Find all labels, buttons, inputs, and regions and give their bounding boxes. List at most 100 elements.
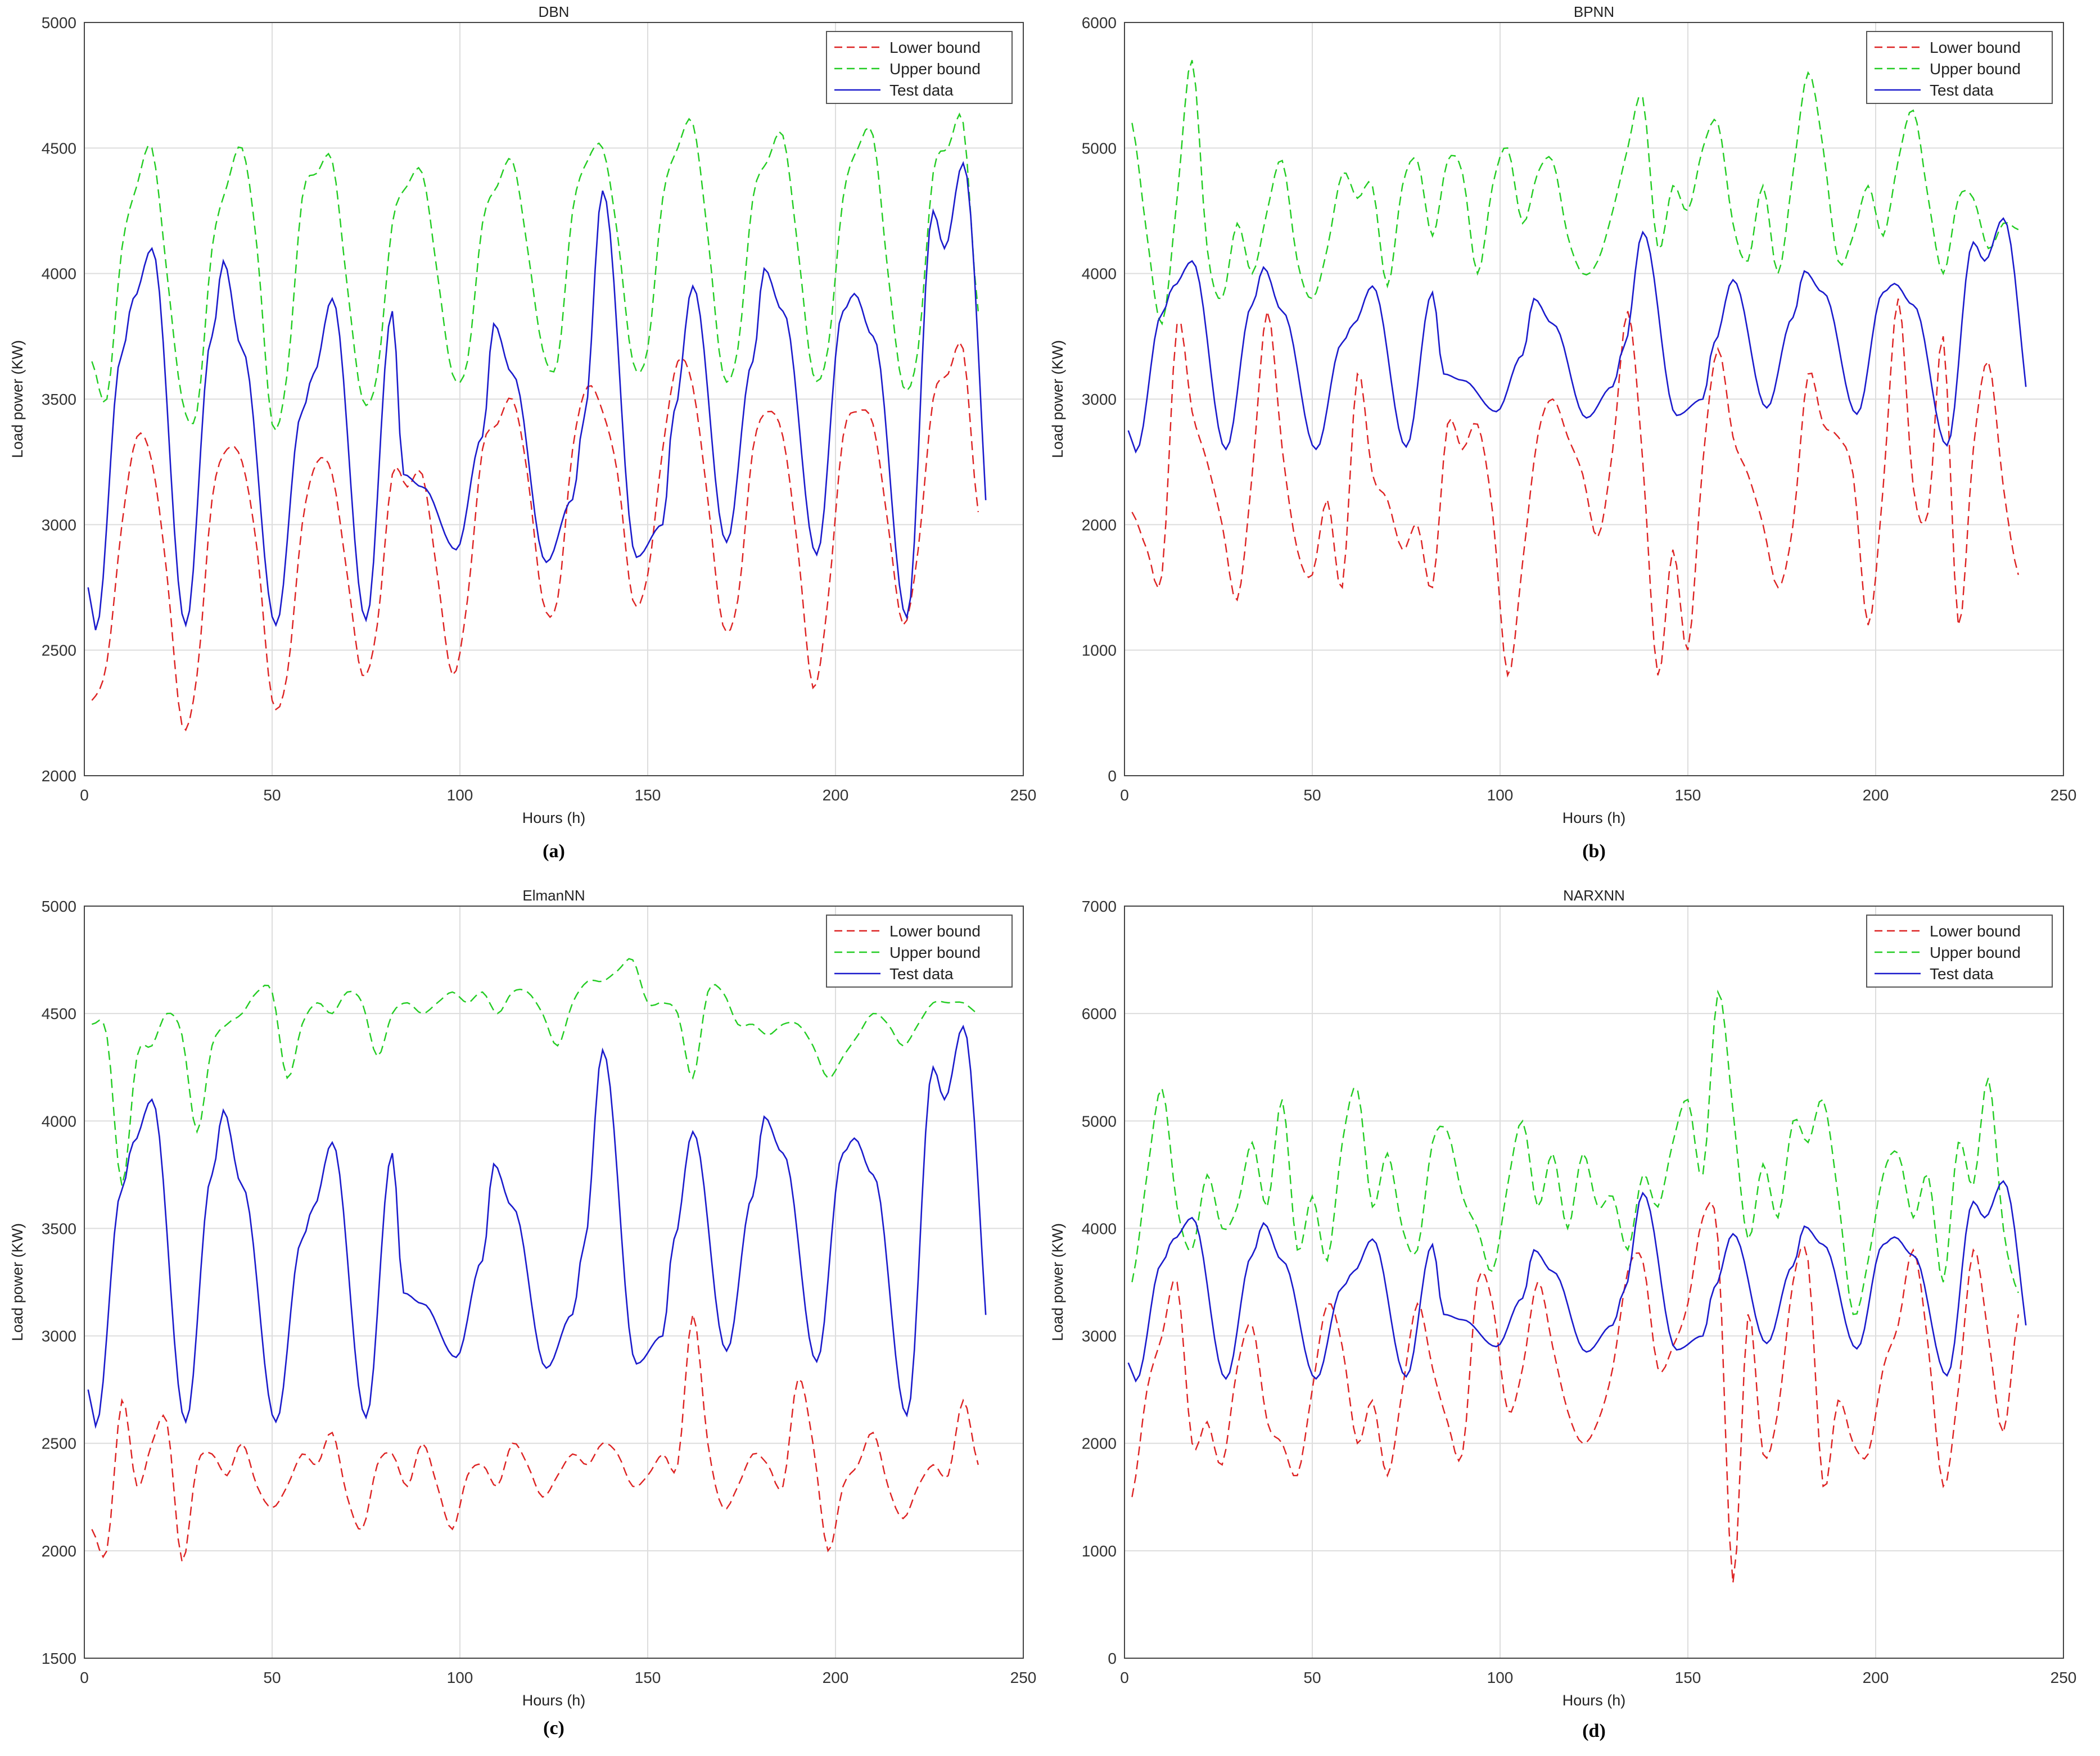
y-tick-label: 3000 xyxy=(1082,1328,1117,1345)
y-tick-label: 4500 xyxy=(42,1005,76,1022)
series-test-data xyxy=(87,1024,987,1429)
x-tick-label: 0 xyxy=(80,1669,89,1686)
y-axis-label: Load power (KW) xyxy=(1049,1223,1066,1341)
series-upper-bound xyxy=(1131,60,2019,326)
y-tick-label: 0 xyxy=(1108,1650,1117,1667)
x-tick-label: 0 xyxy=(1120,786,1129,804)
y-axis-label: Load power (KW) xyxy=(1049,340,1066,458)
y-tick-label: 5000 xyxy=(1082,139,1117,157)
x-tick-label: 150 xyxy=(1675,1669,1701,1686)
y-tick-label: 0 xyxy=(1108,767,1117,785)
x-axis-label: Hours (h) xyxy=(1562,1692,1626,1709)
x-tick-label: 150 xyxy=(635,1669,661,1686)
x-axis-label: Hours (h) xyxy=(522,809,586,826)
legend: Lower bound Upper bound Test data xyxy=(826,31,1013,104)
y-tick-label: 3000 xyxy=(42,1328,76,1345)
x-tick-label: 250 xyxy=(2051,786,2077,804)
plot-frame xyxy=(84,22,1024,776)
series-upper-bound xyxy=(1131,989,2019,1315)
x-tick-label: 100 xyxy=(1487,786,1514,804)
x-tick-label: 100 xyxy=(447,786,473,804)
legend-label-lower: Lower bound xyxy=(889,39,981,56)
legend-label-upper: Upper bound xyxy=(1930,944,2021,961)
plot-frame xyxy=(1124,906,2064,1659)
legend-label-test: Test data xyxy=(1930,965,1994,983)
x-tick-label: 150 xyxy=(1675,786,1701,804)
legend-label-test: Test data xyxy=(1930,82,1994,99)
x-tick-label: 250 xyxy=(1010,786,1037,804)
panel-label: (d) xyxy=(1582,1721,1606,1741)
y-tick-label: 5000 xyxy=(42,898,76,915)
x-tick-label: 100 xyxy=(1487,1669,1514,1686)
panel-label: (a) xyxy=(543,841,565,862)
plot-area xyxy=(1124,906,2064,1659)
legend-label-test: Test data xyxy=(889,965,954,983)
legend-label-upper: Upper bound xyxy=(889,944,981,961)
series-lower-bound xyxy=(1131,1200,2019,1583)
legend-label-test: Test data xyxy=(889,82,954,99)
y-tick-label: 2500 xyxy=(42,1435,76,1452)
x-tick-label: 200 xyxy=(823,786,849,804)
legend-label-lower: Lower bound xyxy=(889,922,981,940)
x-tick-label: 200 xyxy=(1863,786,1889,804)
legend-label-lower: Lower bound xyxy=(1930,39,2021,56)
legend-box xyxy=(1866,31,2053,104)
chart-title: ElmanNN xyxy=(522,887,585,904)
series-lower-bound xyxy=(91,340,979,732)
series-upper-bound xyxy=(91,112,979,432)
legend-box xyxy=(826,31,1013,104)
x-tick-label: 50 xyxy=(1303,1669,1321,1686)
y-tick-label: 6000 xyxy=(1082,14,1117,31)
panel-label: (c) xyxy=(543,1718,564,1739)
legend: Lower bound Upper bound Test data xyxy=(1866,915,2053,988)
legend-label-upper: Upper bound xyxy=(889,60,981,78)
legend-label-lower: Lower bound xyxy=(1930,922,2021,940)
y-tick-label: 7000 xyxy=(1082,898,1117,915)
x-tick-label: 150 xyxy=(635,786,661,804)
y-tick-label: 4500 xyxy=(42,139,76,157)
x-tick-label: 50 xyxy=(263,1669,281,1686)
chart-panel-1: 0 50 100 150 200 250 2000 2500 3000 3500 4000 4500 5… xyxy=(9,3,1036,826)
x-tick-label: 200 xyxy=(823,1669,849,1686)
legend: Lower bound Upper bound Test data xyxy=(1866,31,2053,104)
y-tick-label: 5000 xyxy=(42,14,76,31)
x-tick-label: 250 xyxy=(2051,1669,2077,1686)
series-test-data xyxy=(1127,217,2027,454)
legend-box xyxy=(826,915,1013,988)
y-tick-label: 3000 xyxy=(1082,391,1117,408)
x-tick-label: 50 xyxy=(1303,786,1321,804)
series-lower-bound xyxy=(91,1314,979,1564)
y-tick-label: 2000 xyxy=(1082,516,1117,533)
y-tick-label: 2000 xyxy=(42,767,76,785)
y-tick-label: 2000 xyxy=(1082,1435,1117,1452)
chart-title: BPNN xyxy=(1574,3,1614,20)
series-upper-bound xyxy=(91,958,979,1186)
y-tick-label: 3500 xyxy=(42,1220,76,1237)
x-tick-label: 0 xyxy=(1120,1669,1129,1686)
y-tick-label: 4000 xyxy=(1082,1220,1117,1237)
x-tick-label: 200 xyxy=(1863,1669,1889,1686)
y-tick-label: 5000 xyxy=(1082,1112,1117,1130)
panel-label: (b) xyxy=(1582,841,1606,862)
x-axis-label: Hours (h) xyxy=(522,1692,586,1709)
y-tick-label: 4000 xyxy=(42,1112,76,1130)
x-tick-label: 50 xyxy=(263,786,281,804)
y-tick-label: 1500 xyxy=(42,1650,76,1667)
chart-title: DBN xyxy=(539,3,570,20)
legend-label-upper: Upper bound xyxy=(1930,60,2021,78)
y-tick-label: 2000 xyxy=(42,1542,76,1560)
series-test-data xyxy=(87,161,987,631)
x-tick-label: 100 xyxy=(447,1669,473,1686)
chart-title: NARXNN xyxy=(1563,887,1625,904)
chart-panel-2: 0 50 100 150 200 250 0 1000 2000 3000 4000 5000 6000… xyxy=(1049,3,2076,826)
legend-box xyxy=(1866,915,2053,988)
chart-panel-3: 0 50 100 150 200 250 1500 2000 2500 3000 3500 4000 4… xyxy=(9,887,1036,1709)
y-axis-label: Load power (KW) xyxy=(9,1223,26,1341)
legend: Lower bound Upper bound Test data xyxy=(826,915,1013,988)
y-tick-label: 2500 xyxy=(42,642,76,659)
x-tick-label: 0 xyxy=(80,786,89,804)
y-tick-label: 3000 xyxy=(42,516,76,533)
chart-panel-4: 0 50 100 150 200 250 0 1000 2000 3000 4000 5000 6000… xyxy=(1049,887,2076,1709)
plot-frame xyxy=(1124,22,2064,776)
